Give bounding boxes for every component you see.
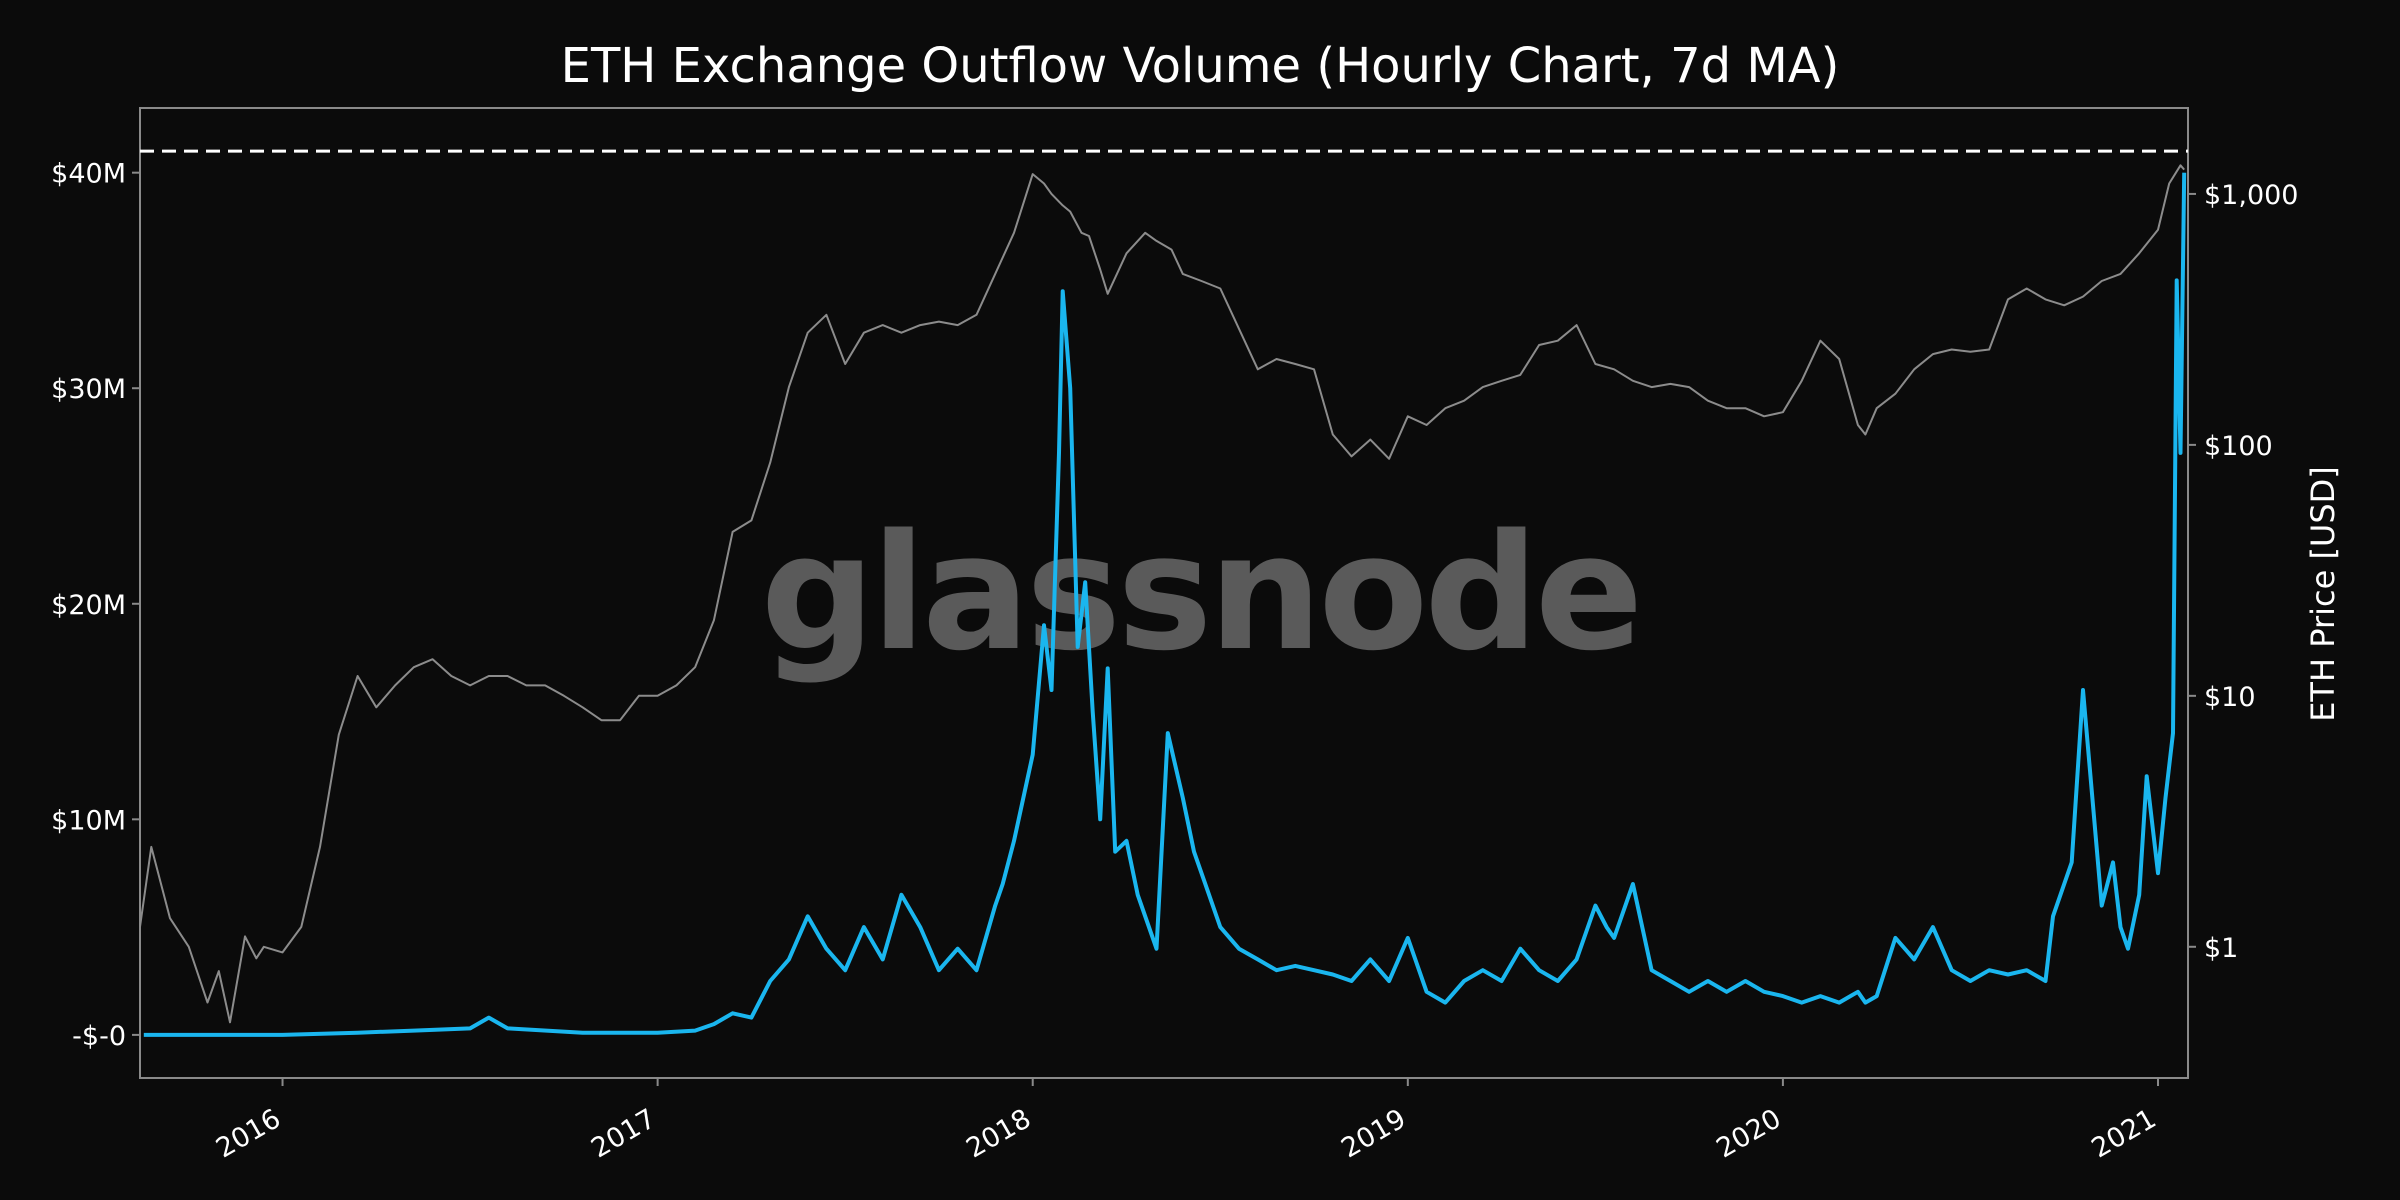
y-right-tick-label: $1 — [2204, 933, 2238, 964]
outflow-line — [143, 172, 2187, 1037]
y-axis-right: $1 $10 $100 $1,000 — [2188, 180, 2298, 964]
plot-frame — [139, 107, 2189, 1079]
y-left-tick-label: $40M — [51, 159, 126, 190]
chart-title: ETH Exchange Outflow Volume (Hourly Char… — [561, 38, 1840, 94]
y-left-tick-label: -$-0 — [72, 1021, 126, 1052]
y-right-tick-label: $10 — [2204, 682, 2256, 713]
y-right-tick-label: $100 — [2204, 431, 2273, 462]
y-left-tick-label: $10M — [51, 805, 126, 836]
price-line — [139, 164, 2185, 1024]
y-axis-left: -$-0 $10M $20M $30M $40M — [51, 159, 140, 1052]
y-left-tick-label: $30M — [51, 374, 126, 405]
outflow-series — [143, 172, 2187, 1037]
y-right-tick-label: $1,000 — [2204, 180, 2298, 211]
y-left-tick-label: $20M — [51, 590, 126, 621]
price-series — [139, 164, 2185, 1024]
y-axis-right-label: ETH Price [USD] — [2304, 466, 2342, 722]
watermark: glassnode — [761, 499, 1640, 686]
